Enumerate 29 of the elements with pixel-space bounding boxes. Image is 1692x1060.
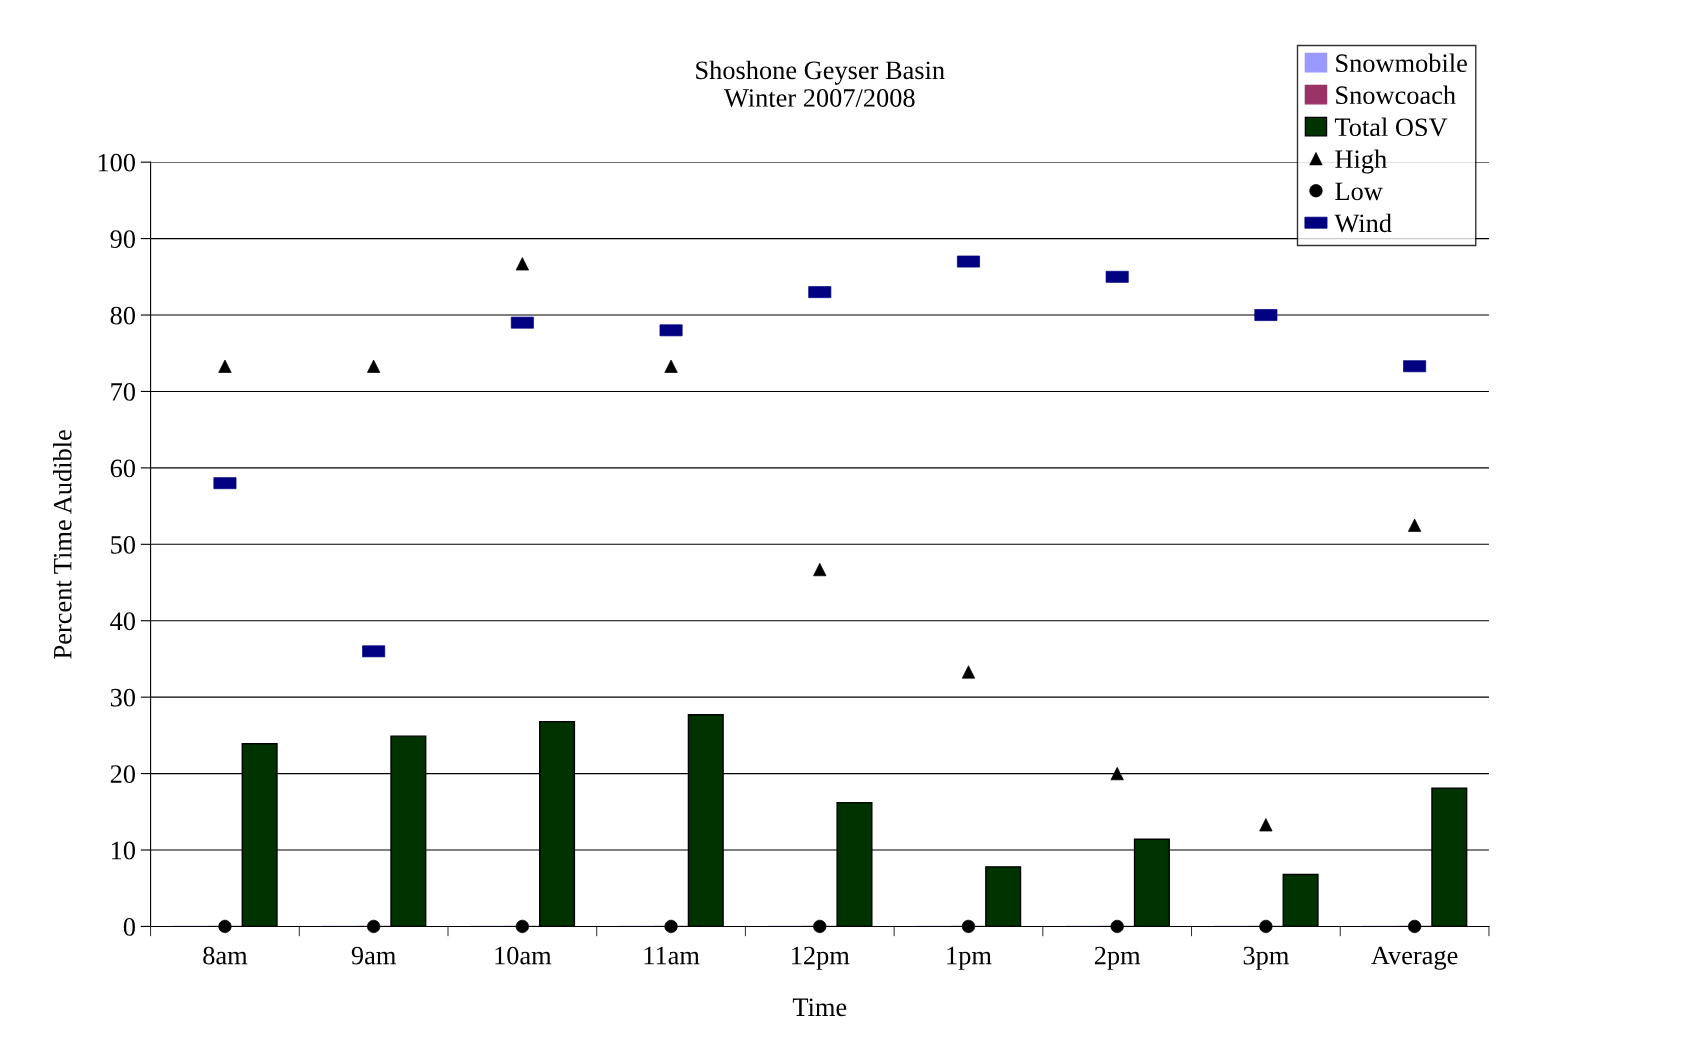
- legend-label: Total OSV: [1334, 117, 1448, 137]
- x-tick-label: 1pm: [947, 946, 992, 970]
- legend-label: High: [1335, 149, 1387, 174]
- legend-label: Wind: [1334, 213, 1392, 233]
- x-tick-label: 11am: [644, 946, 700, 965]
- x-tick-label: 10am: [495, 946, 552, 965]
- x-tick-label: Average: [1371, 946, 1458, 970]
- legend-label: Snowmobile: [1336, 53, 1467, 73]
- y-tick-label: 40: [110, 612, 135, 631]
- y-tick-label: 60: [110, 459, 135, 478]
- y-tick-label: 70: [111, 383, 135, 401]
- x-axis-title: Time: [792, 998, 847, 1017]
- legend-label: Snowcoach: [1336, 85, 1456, 105]
- y-tick-label: 80: [110, 306, 135, 325]
- y-tick-label: 10: [111, 841, 135, 860]
- x-tick-label: 12pm: [792, 946, 850, 970]
- legend-label: Low: [1335, 182, 1383, 201]
- y-tick-label: 50: [111, 535, 135, 554]
- x-tick-label: 8am: [203, 946, 248, 965]
- y-tick-label: 0: [123, 918, 135, 936]
- y-tick-label: 90: [110, 230, 135, 249]
- y-axis-title: Percent Time Audible: [53, 430, 72, 659]
- x-tick-label: 9am: [351, 946, 396, 965]
- y-tick-label: 20: [110, 765, 135, 783]
- x-tick-label: 3pm: [1243, 946, 1289, 970]
- y-tick-label: 100: [98, 153, 135, 172]
- y-tick-label: 30: [110, 688, 135, 707]
- chart-title: Shoshone Geyser Basin Winter 2007/2008: [696, 60, 945, 108]
- x-tick-label: 2pm: [1094, 946, 1141, 970]
